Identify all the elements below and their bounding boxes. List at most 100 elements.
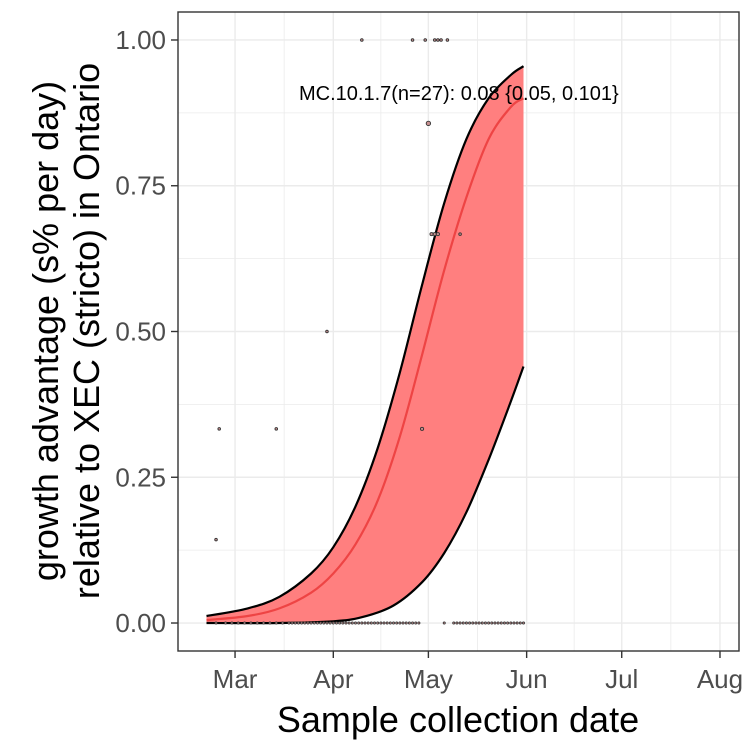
observation-point-zero	[312, 621, 316, 625]
observation-point-zero	[353, 621, 357, 625]
x-tick-label: Jul	[605, 664, 638, 694]
observation-point-zero	[468, 621, 472, 625]
observation-point-zero	[363, 621, 367, 625]
observation-point-zero	[230, 621, 234, 625]
observation-point	[214, 537, 218, 542]
observation-point-zero	[293, 621, 297, 625]
observation-point	[325, 329, 329, 334]
observation-point-zero	[334, 621, 338, 625]
observation-point-zero	[236, 621, 240, 625]
observation-point-zero	[357, 621, 361, 625]
y-tick-label: 0.75	[115, 171, 166, 201]
observation-point-zero	[509, 621, 513, 625]
observation-point-zero	[499, 621, 503, 625]
observation-point-zero	[306, 621, 310, 625]
x-tick-label: Apr	[313, 664, 354, 694]
observation-point-zero	[274, 621, 278, 625]
observation-point-zero	[366, 621, 370, 625]
observation-point-zero	[461, 621, 465, 625]
y-tick-label: 1.00	[115, 25, 166, 55]
observation-point-zero	[493, 621, 497, 625]
observation-point-zero	[490, 621, 494, 625]
observation-point-zero	[315, 621, 319, 625]
x-tick-label: Jun	[506, 664, 548, 694]
observation-point-zero	[373, 621, 377, 625]
observation-point-zero	[477, 621, 481, 625]
observation-point-zero	[474, 621, 478, 625]
observation-point-zero	[281, 621, 285, 625]
observation-point-zero	[506, 621, 510, 625]
observation-point-zero	[487, 621, 491, 625]
observation-point-zero	[458, 621, 462, 625]
observation-point-zero	[442, 621, 446, 625]
fit-line	[206, 97, 525, 622]
observation-point-zero	[341, 621, 345, 625]
observation-point-zero	[338, 621, 342, 625]
observation-point-zero	[255, 621, 259, 625]
observation-point-zero	[414, 621, 418, 625]
observation-point-zero	[331, 621, 335, 625]
x-tick-label: Mar	[213, 664, 258, 694]
observation-point	[445, 38, 450, 42]
x-tick-label: May	[404, 664, 453, 694]
observation-point	[432, 38, 437, 42]
observation-point-zero	[392, 621, 396, 625]
observation-point-zero	[243, 621, 247, 625]
observation-point-zero	[379, 621, 383, 625]
observation-point-zero	[262, 621, 266, 625]
observation-point	[360, 38, 364, 42]
y-axis-title-line1: growth advantage (s% per day)	[25, 81, 66, 581]
observation-point	[420, 426, 425, 431]
observation-point-zero	[407, 621, 411, 625]
observation-point	[435, 232, 440, 237]
observation-point-zero	[360, 621, 364, 625]
observation-point-zero	[350, 621, 354, 625]
observation-point-zero	[325, 621, 329, 625]
observation-point	[439, 38, 443, 42]
ci-upper-line	[206, 65, 525, 618]
observation-point-zero	[290, 621, 294, 625]
observation-point-zero	[388, 621, 392, 625]
observation-point	[425, 120, 432, 127]
observation-point-zero	[328, 621, 332, 625]
observation-point-zero	[214, 621, 218, 625]
y-tick-label: 0.25	[115, 462, 166, 492]
observation-point-zero	[300, 621, 304, 625]
observation-point-zero	[268, 621, 272, 625]
observation-point-zero	[452, 621, 456, 625]
observation-points	[214, 38, 525, 625]
observation-point-zero	[502, 621, 506, 625]
observation-point	[458, 232, 462, 236]
observation-point-zero	[385, 621, 389, 625]
observation-point-zero	[521, 621, 525, 625]
y-tick-label: 0.50	[115, 317, 166, 347]
observation-point-zero	[249, 621, 253, 625]
observation-point-zero	[401, 621, 405, 625]
observation-point-zero	[382, 621, 386, 625]
observation-point-zero	[287, 621, 291, 625]
observation-point-zero	[518, 621, 522, 625]
observation-point-zero	[404, 621, 408, 625]
y-axis: 0.00 0.25 0.50 0.75 1.00	[115, 25, 178, 638]
observation-point-zero	[296, 621, 300, 625]
observation-point-zero	[224, 621, 228, 625]
observation-point-zero	[480, 621, 484, 625]
observation-point-zero	[376, 621, 380, 625]
observation-point-zero	[496, 621, 500, 625]
x-tick-label: Aug	[697, 664, 743, 694]
observation-point-zero	[322, 621, 326, 625]
observation-point-zero	[395, 621, 399, 625]
y-axis-title-line2: relative to XEC (stricto) in Ontario	[66, 63, 107, 599]
observation-point-zero	[411, 621, 415, 625]
observation-point-zero	[319, 621, 323, 625]
observation-point-zero	[303, 621, 307, 625]
observation-point-zero	[369, 621, 373, 625]
y-axis-title: growth advantage (s% per day) relative t…	[25, 63, 107, 599]
observation-point-zero	[515, 621, 519, 625]
observation-point-zero	[455, 621, 459, 625]
x-axis: Mar Apr May Jun Jul Aug	[213, 651, 743, 694]
observation-point-zero	[483, 621, 487, 625]
observation-point	[423, 38, 427, 42]
y-tick-label: 0.00	[115, 608, 166, 638]
